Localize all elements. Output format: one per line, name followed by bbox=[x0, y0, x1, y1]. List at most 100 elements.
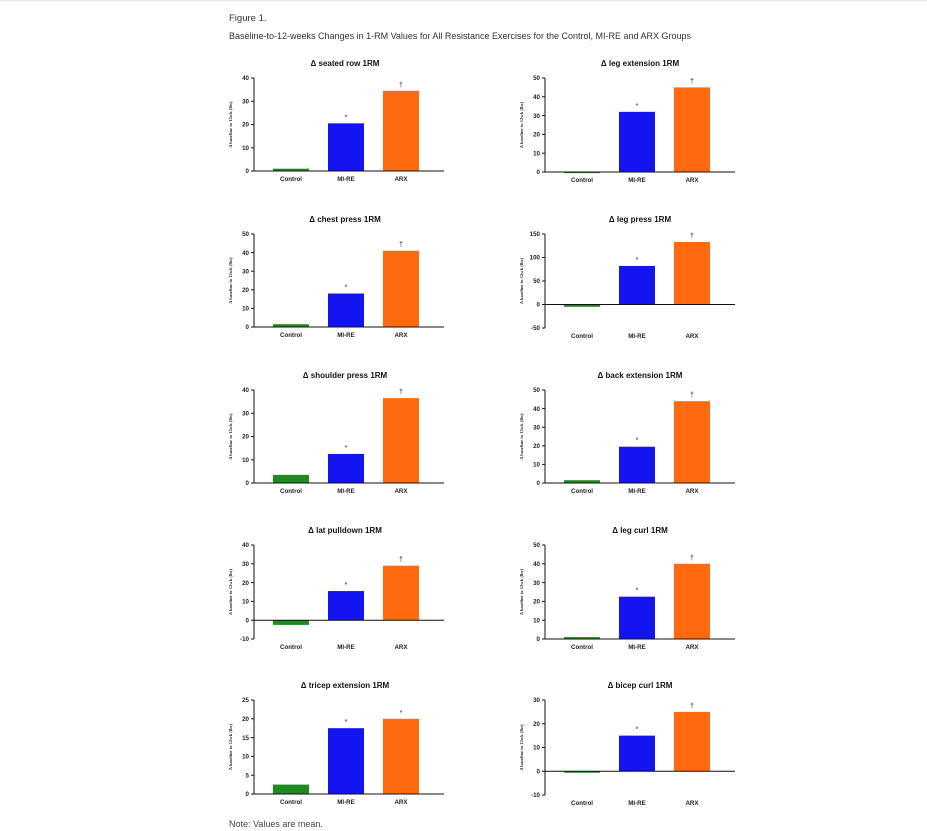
bar-arx bbox=[674, 563, 710, 639]
y-tick-label: 10 bbox=[242, 754, 249, 761]
significance-mark: † bbox=[690, 703, 694, 710]
y-axis-label: Δ baseline to 12wk (lbs) bbox=[519, 102, 524, 148]
category-label: Control bbox=[571, 488, 593, 495]
bar-mi-re bbox=[619, 111, 655, 172]
significance-mark: † bbox=[399, 82, 403, 89]
figure-caption: Baseline-to-12-weeks Changes in 1-RM Val… bbox=[229, 31, 692, 41]
y-tick-label: 10 bbox=[242, 457, 249, 464]
y-tick-label: 10 bbox=[533, 462, 540, 469]
y-tick-label: 0 bbox=[537, 480, 541, 487]
y-tick-label: 20 bbox=[242, 716, 249, 723]
significance-mark: * bbox=[636, 257, 639, 264]
y-tick-label: 150 bbox=[530, 231, 541, 238]
figure-note: Note: Values are mean. bbox=[229, 819, 323, 829]
chart-title: Δ chest press 1RM bbox=[309, 215, 381, 224]
y-tick-label: 0 bbox=[246, 168, 250, 175]
y-axis-label: Δ baseline to 12wk (lbs) bbox=[519, 258, 524, 304]
y-axis-label: Δ baseline to 12wk (lbs) bbox=[519, 569, 524, 615]
category-label: MI-RE bbox=[628, 488, 646, 495]
bar-arx bbox=[674, 711, 710, 772]
bar-mi-re bbox=[328, 123, 364, 171]
significance-mark: † bbox=[399, 389, 403, 396]
y-tick-label: 10 bbox=[242, 306, 249, 313]
y-tick-label: 40 bbox=[242, 542, 249, 549]
chart-title: Δ leg extension 1RM bbox=[601, 59, 680, 68]
bar-arx bbox=[383, 718, 419, 794]
category-label: Control bbox=[571, 644, 593, 651]
y-tick-label: 50 bbox=[533, 278, 540, 285]
y-tick-label: 15 bbox=[242, 735, 249, 742]
significance-mark: † bbox=[690, 555, 694, 562]
y-tick-label: 0 bbox=[537, 169, 541, 176]
y-tick-label: 10 bbox=[242, 599, 249, 606]
y-axis-label: Δ baseline to 12wk (lbs) bbox=[228, 257, 233, 303]
category-label: Control bbox=[571, 800, 593, 807]
significance-mark: † bbox=[690, 392, 694, 399]
category-label: MI-RE bbox=[337, 488, 355, 495]
y-tick-label: 40 bbox=[242, 387, 249, 394]
bar-mi-re bbox=[619, 735, 655, 772]
y-tick-label: 5 bbox=[246, 772, 250, 779]
bar-control bbox=[273, 324, 309, 327]
category-label: ARX bbox=[394, 644, 408, 651]
y-tick-label: 20 bbox=[242, 580, 249, 587]
y-tick-label: 20 bbox=[533, 599, 540, 606]
y-tick-label: 20 bbox=[533, 132, 540, 139]
chart-title: Δ lat pulldown 1RM bbox=[308, 526, 382, 535]
y-tick-label: 50 bbox=[242, 231, 249, 238]
bar-control bbox=[564, 771, 600, 773]
category-label: Control bbox=[280, 332, 302, 339]
y-tick-label: 20 bbox=[533, 721, 540, 728]
chart-title: Δ back extension 1RM bbox=[598, 371, 683, 380]
significance-mark: * bbox=[345, 285, 348, 292]
bar-mi-re bbox=[328, 728, 364, 794]
category-label: MI-RE bbox=[337, 332, 355, 339]
y-tick-label: 40 bbox=[533, 561, 540, 568]
bar-control bbox=[273, 620, 309, 625]
category-label: ARX bbox=[394, 488, 408, 495]
y-axis-label: Δ baseline to 12wk (lbs) bbox=[519, 413, 524, 459]
category-label: ARX bbox=[394, 176, 408, 183]
significance-mark: * bbox=[636, 103, 639, 110]
category-label: MI-RE bbox=[628, 800, 646, 807]
y-axis-label: Δ baseline to 12wk (lbs) bbox=[228, 569, 233, 615]
bar-control bbox=[564, 304, 600, 307]
significance-mark: † bbox=[399, 242, 403, 249]
significance-mark: † bbox=[690, 78, 694, 85]
top-border bbox=[0, 0, 927, 1]
y-tick-label: 10 bbox=[533, 745, 540, 752]
category-label: ARX bbox=[685, 177, 699, 184]
y-tick-label: 100 bbox=[530, 255, 541, 262]
bar-control bbox=[564, 171, 600, 174]
y-tick-label: 30 bbox=[533, 697, 540, 704]
chart-title: Δ leg curl 1RM bbox=[612, 526, 668, 535]
significance-mark: * bbox=[636, 727, 639, 734]
y-tick-label: 0 bbox=[246, 324, 250, 331]
category-label: Control bbox=[571, 333, 593, 340]
significance-mark: † bbox=[690, 233, 694, 240]
category-label: MI-RE bbox=[337, 176, 355, 183]
category-label: MI-RE bbox=[628, 644, 646, 651]
y-axis-label: Δ baseline to 12wk (lbs) bbox=[228, 724, 233, 770]
category-label: ARX bbox=[394, 799, 408, 806]
category-label: MI-RE bbox=[337, 644, 355, 651]
y-tick-label: 20 bbox=[242, 434, 249, 441]
y-tick-label: 30 bbox=[533, 580, 540, 587]
chart-title: Δ shoulder press 1RM bbox=[303, 371, 388, 380]
bar-arx bbox=[674, 401, 710, 483]
y-tick-label: 40 bbox=[533, 406, 540, 413]
bar-control bbox=[273, 784, 309, 794]
bar-arx bbox=[674, 87, 710, 172]
category-label: ARX bbox=[685, 644, 699, 651]
significance-mark: * bbox=[400, 710, 403, 717]
y-tick-label: 30 bbox=[242, 98, 249, 105]
category-label: Control bbox=[280, 176, 302, 183]
y-tick-label: 0 bbox=[246, 480, 250, 487]
y-tick-label: 30 bbox=[242, 268, 249, 275]
chart-title: Δ leg press 1RM bbox=[609, 215, 672, 224]
y-tick-label: 50 bbox=[533, 542, 540, 549]
